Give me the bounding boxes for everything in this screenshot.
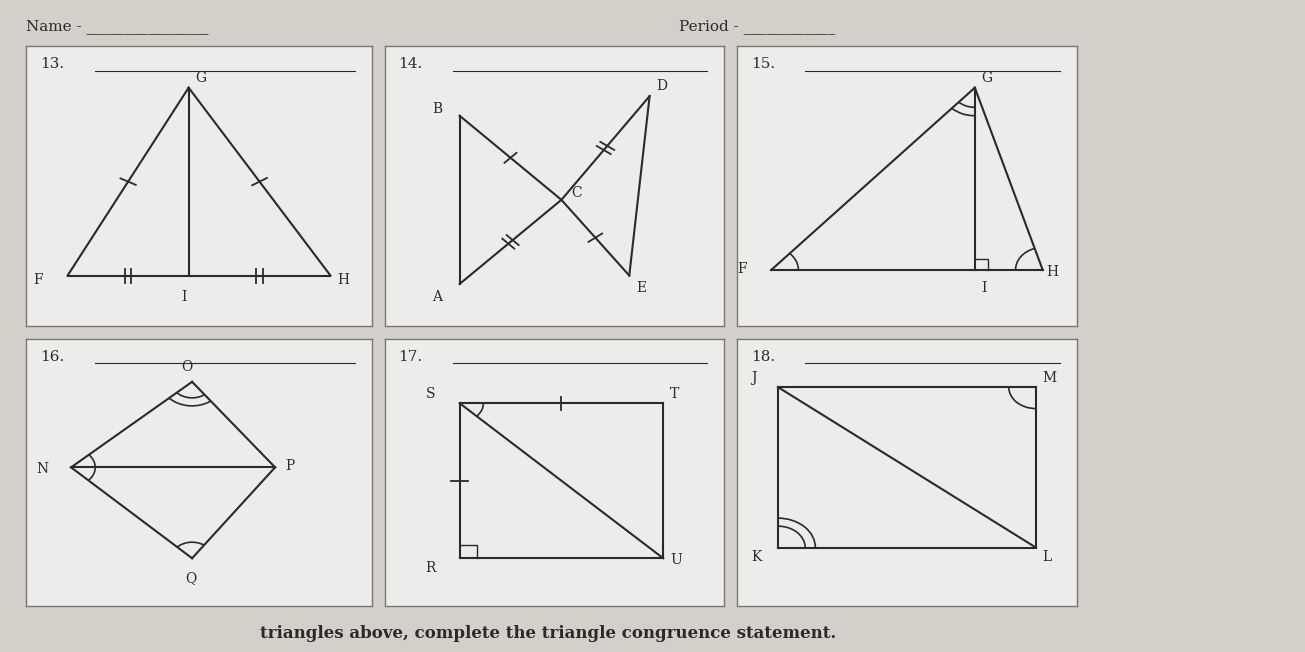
Text: 15.: 15.: [750, 57, 775, 71]
Text: G: G: [196, 71, 206, 85]
Text: J: J: [750, 371, 757, 385]
Text: 18.: 18.: [750, 349, 775, 364]
Text: 14.: 14.: [398, 57, 423, 71]
Text: I: I: [981, 282, 987, 295]
Text: E: E: [636, 282, 646, 295]
Text: 17.: 17.: [398, 349, 423, 364]
Text: H: H: [337, 273, 350, 287]
Text: N: N: [37, 462, 48, 476]
Text: Name - ________________: Name - ________________: [26, 20, 209, 35]
Text: G: G: [981, 71, 993, 85]
Text: M: M: [1043, 371, 1057, 385]
Text: A: A: [432, 289, 442, 304]
Text: U: U: [669, 553, 681, 567]
Text: P: P: [286, 459, 295, 473]
Text: I: I: [181, 289, 187, 304]
Text: D: D: [656, 80, 667, 93]
Text: C: C: [572, 186, 582, 200]
Text: F: F: [33, 273, 43, 287]
Text: Period - ____________: Period - ____________: [679, 20, 835, 35]
Text: S: S: [425, 387, 435, 401]
Text: K: K: [750, 550, 761, 564]
Text: H: H: [1047, 265, 1058, 278]
Text: L: L: [1043, 550, 1052, 564]
Text: triangles above, complete the triangle congruence statement.: triangles above, complete the triangle c…: [260, 625, 837, 642]
Text: 13.: 13.: [40, 57, 64, 71]
Text: Q: Q: [185, 571, 197, 585]
Text: R: R: [425, 561, 436, 574]
Text: T: T: [669, 387, 679, 401]
Text: F: F: [737, 261, 746, 276]
Text: O: O: [181, 360, 193, 374]
Text: 16.: 16.: [40, 349, 64, 364]
Text: B: B: [432, 102, 442, 116]
